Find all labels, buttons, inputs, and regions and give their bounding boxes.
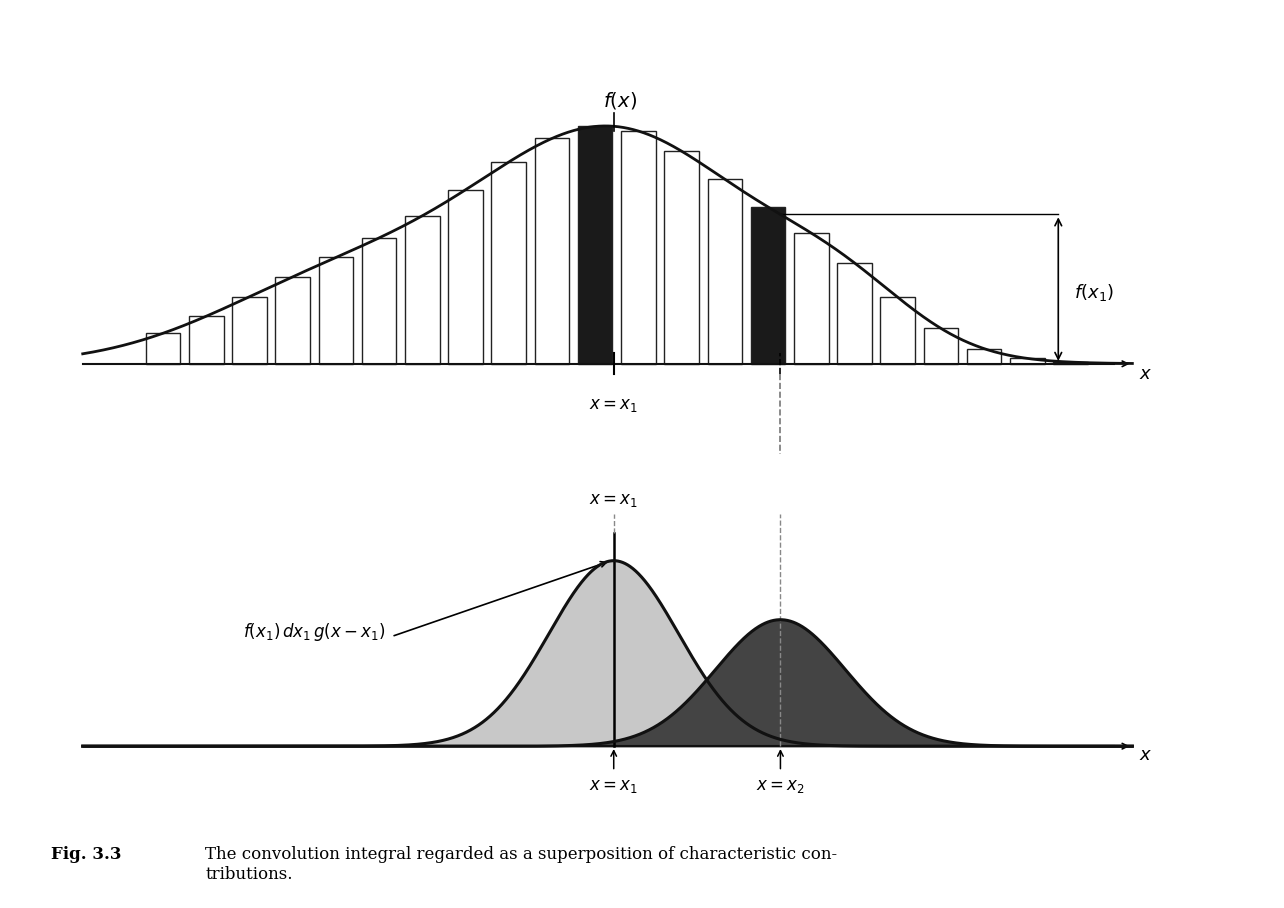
Bar: [578, 126, 612, 364]
Bar: [404, 216, 439, 364]
Bar: [923, 329, 958, 364]
Text: $x = x_1$: $x = x_1$: [589, 398, 638, 414]
Bar: [881, 297, 915, 364]
Bar: [967, 349, 1002, 364]
Text: $x$: $x$: [1139, 745, 1152, 764]
Bar: [707, 179, 742, 364]
Bar: [448, 190, 483, 364]
Text: $x = x_1$: $x = x_1$: [589, 492, 638, 508]
Bar: [664, 152, 698, 364]
Bar: [275, 277, 309, 364]
Bar: [1011, 359, 1045, 364]
Bar: [837, 263, 872, 364]
Bar: [621, 131, 656, 364]
Bar: [145, 333, 180, 364]
Text: $x = x_2$: $x = x_2$: [756, 778, 805, 794]
Bar: [318, 258, 353, 364]
Text: $f(x_1)\,dx_1\,g(x-x_1)$: $f(x_1)\,dx_1\,g(x-x_1)$: [243, 621, 385, 644]
Bar: [492, 162, 526, 364]
Bar: [362, 238, 397, 364]
Bar: [751, 207, 786, 364]
Text: $x$: $x$: [1139, 365, 1152, 383]
Bar: [189, 316, 223, 364]
Bar: [1053, 362, 1088, 364]
Bar: [232, 297, 267, 364]
Bar: [534, 138, 569, 364]
Bar: [794, 233, 828, 364]
Text: The convolution integral regarded as a superposition of characteristic con-
trib: The convolution integral regarded as a s…: [205, 846, 837, 883]
Text: Fig. 3.3: Fig. 3.3: [51, 846, 122, 864]
Text: $f(x)$: $f(x)$: [602, 90, 637, 111]
Text: $f(x_1)$: $f(x_1)$: [1073, 281, 1113, 302]
Text: $x = x_1$: $x = x_1$: [589, 778, 638, 794]
